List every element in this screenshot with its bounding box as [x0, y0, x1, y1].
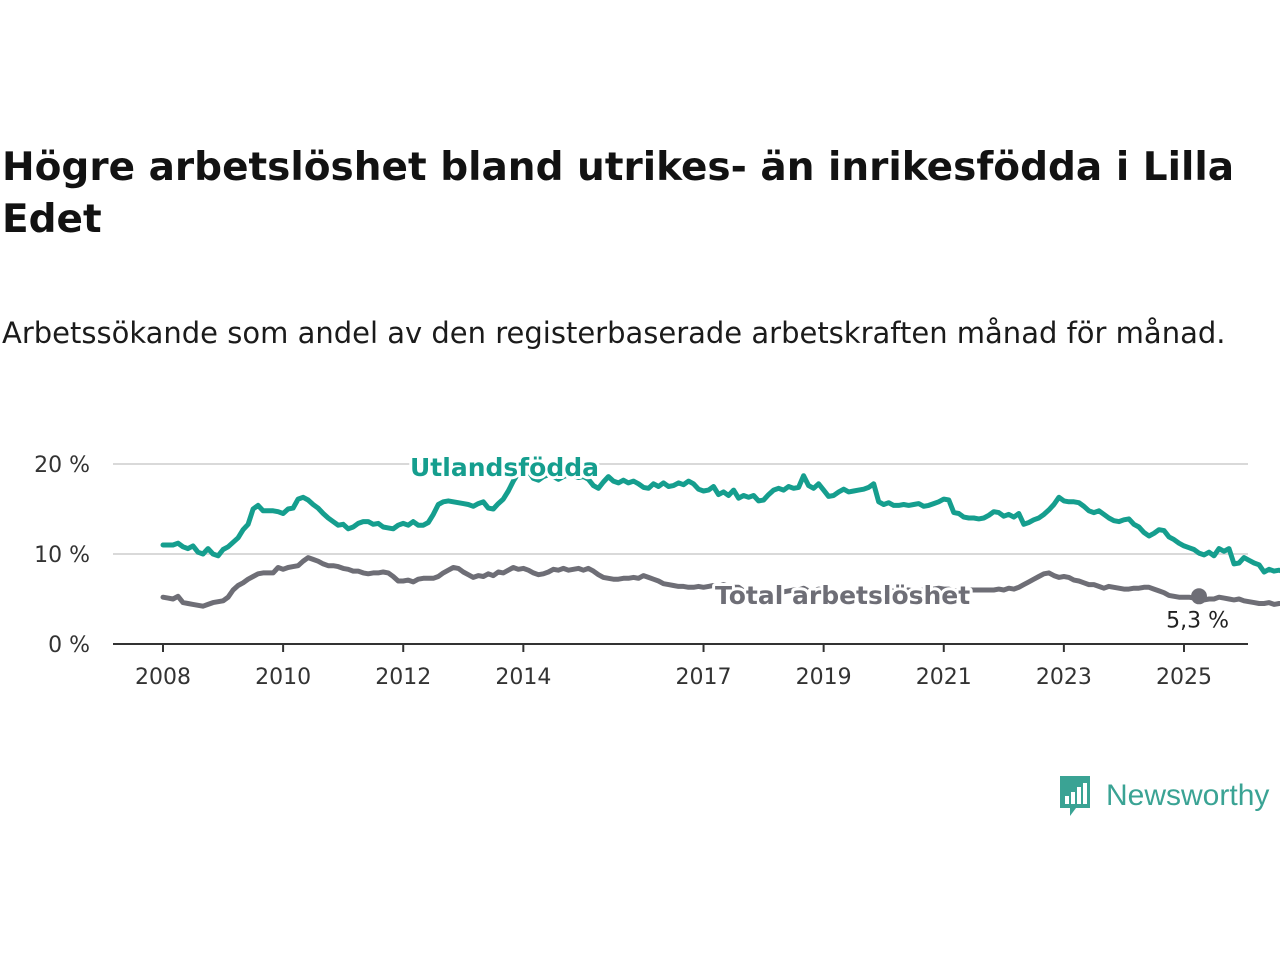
x-tick-label: 2010 [255, 665, 311, 690]
x-tick-label: 2019 [796, 665, 852, 690]
series-label-1: Total arbetslöshet [715, 581, 970, 610]
series-labels: Utlandsfödda Total arbetslöshet 5,3 % [407, 450, 1229, 633]
line-chart: 0 % 10 % 20 % 2008 2010 2012 2014 2017 2019 2021 2… [34, 450, 1280, 690]
x-tick-label: 2012 [375, 665, 431, 690]
x-tick-label: 2021 [916, 665, 972, 690]
chart-title: Högre arbetslöshet bland utrikes- än inr… [2, 145, 1235, 242]
newsworthy-logo-icon [1060, 776, 1090, 816]
x-tick-label: 2023 [1036, 665, 1092, 690]
axes: 0 % 10 % 20 % 2008 2010 2012 2014 2017 2019 2021 2… [34, 453, 1248, 690]
x-tick-label: 2014 [495, 665, 551, 690]
y-tick-label: 20 % [34, 453, 90, 478]
newsworthy-brand-text: Newsworthy [1106, 779, 1270, 812]
end-point-marker [1191, 588, 1207, 605]
gridlines [113, 463, 1248, 555]
series-line-0 [160, 466, 1280, 575]
y-tick-label: 0 % [48, 633, 90, 658]
newsworthy-logo: Newsworthy [1058, 774, 1269, 818]
x-tick-label: 2008 [135, 665, 191, 690]
x-tick-label: 2017 [676, 665, 732, 690]
y-tick-label: 10 % [34, 543, 90, 568]
chart-subtitle: Arbetssökande som andel av den registerb… [2, 316, 1226, 350]
end-value-label: 5,3 % [1166, 608, 1229, 633]
series-label-0: Utlandsfödda [410, 453, 599, 482]
x-tick-label: 2025 [1156, 665, 1212, 690]
